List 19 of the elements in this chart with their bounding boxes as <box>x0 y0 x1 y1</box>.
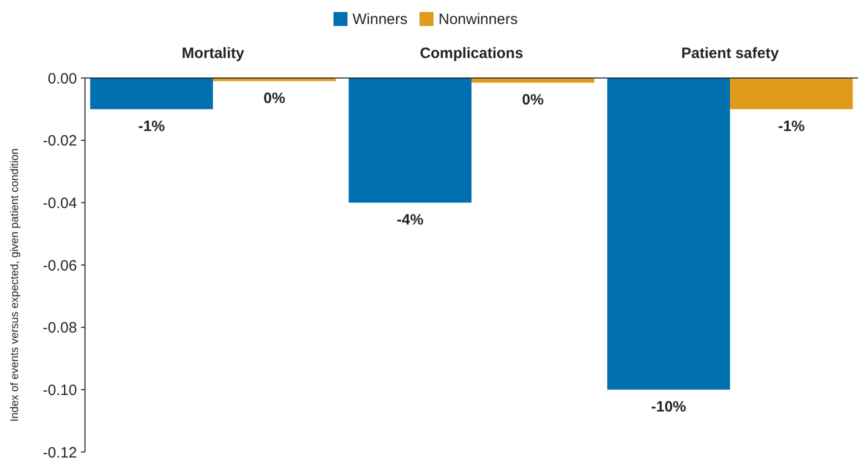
y-tick-label: -0.10 <box>42 382 77 399</box>
data-label: -10% <box>651 398 686 416</box>
y-tick-label: -0.08 <box>42 320 77 337</box>
y-tick-label: -0.02 <box>42 132 77 150</box>
x-tick-label: Patient safety <box>681 45 780 62</box>
y-tick-label: 0.00 <box>48 70 77 88</box>
x-tick-label: Mortality <box>182 45 245 62</box>
legend-label: Winners <box>352 11 408 28</box>
y-tick-label: -0.04 <box>42 194 77 212</box>
data-label: 0% <box>264 90 286 108</box>
y-tick-label: -0.12 <box>42 444 77 462</box>
data-label: -1% <box>138 118 165 136</box>
y-tick-label: -0.06 <box>42 257 77 274</box>
data-label: 0% <box>522 92 544 109</box>
legend-label: Nonwinners <box>438 11 518 28</box>
x-tick-label: Complications <box>420 45 524 62</box>
y-axis-title: Index of events versus expected, given patient condition <box>9 148 21 422</box>
data-label: -4% <box>396 212 424 229</box>
data-label: -1% <box>778 118 805 136</box>
